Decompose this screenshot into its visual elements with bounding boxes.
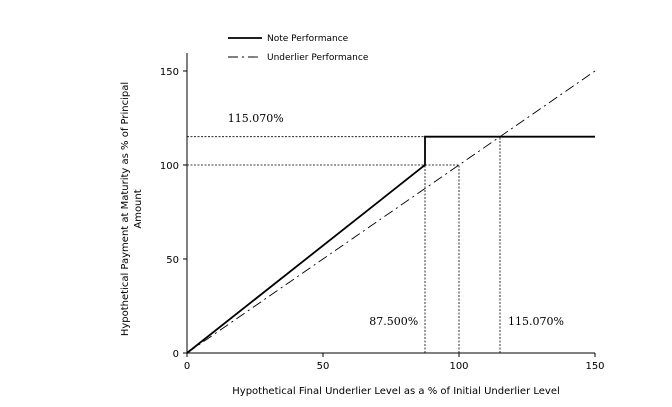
y-axis-title-line: Amount	[133, 189, 144, 228]
y-tick-label: 0	[173, 349, 179, 360]
axis-ticks: 0 50 100 150 0 50 100 150	[160, 67, 605, 372]
x-tick-label: 0	[184, 361, 190, 372]
series-line-note-performance	[186, 135, 595, 354]
y-tick-label: 100	[160, 161, 179, 172]
x-tick-label: 50	[317, 361, 330, 372]
y-tick-label: 150	[160, 67, 179, 78]
annotation-label: 115.070%	[508, 315, 564, 328]
x-tick-label: 100	[449, 361, 468, 372]
legend-label: Underlier Performance	[267, 53, 369, 63]
annotation-label: 87.500%	[369, 315, 418, 328]
x-axis-title: Hypothetical Final Underlier Level as a …	[232, 386, 560, 397]
y-axis-title: Hypothetical Payment at Maturity as % of…	[120, 82, 144, 336]
axes	[186, 53, 595, 354]
legend: Note Performance Underlier Performance	[228, 34, 369, 63]
y-tick-label: 50	[166, 255, 179, 266]
x-tick-label: 150	[585, 361, 604, 372]
annotations: 115.070% 87.500% 115.070%	[228, 112, 564, 328]
y-axis-title-line: Hypothetical Payment at Maturity as % of…	[120, 82, 131, 336]
series-lines	[186, 70, 596, 354]
legend-label: Note Performance	[267, 34, 349, 44]
series-line-underlier-performance	[186, 70, 596, 354]
annotation-label: 115.070%	[228, 112, 284, 125]
